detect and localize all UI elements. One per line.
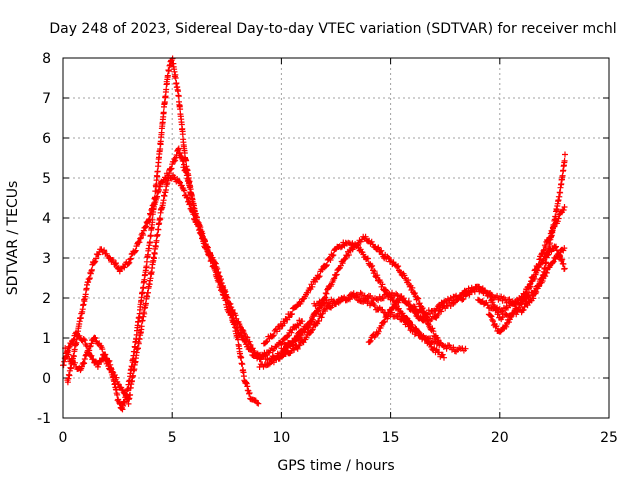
series-track-5 [260, 239, 447, 361]
x-axis-label: GPS time / hours [277, 458, 394, 474]
y-tick-label: 0 [42, 371, 51, 387]
y-tick-label: 4 [42, 211, 51, 227]
grid-lines [63, 58, 609, 418]
data-point-markers [485, 204, 568, 335]
y-tick-label: 5 [42, 171, 51, 187]
y-tick-label: 3 [42, 251, 51, 267]
y-axis-label: SDTVAR / TECUs [5, 181, 21, 296]
series-track-10 [485, 204, 568, 335]
chart-title: Day 248 of 2023, Sidereal Day-to-day VTE… [49, 21, 616, 37]
data-point-markers [62, 145, 306, 407]
y-tick-label: -1 [37, 411, 51, 427]
x-tick-label: 20 [491, 430, 509, 446]
x-tick-label: 25 [600, 430, 618, 446]
axis-ticks: -1 0 1 2 3 4 5 6 7 8 0 5 10 15 20 25 [37, 51, 618, 446]
x-tick-label: 0 [59, 430, 68, 446]
y-tick-label: 6 [42, 131, 51, 147]
plot-frame [62, 57, 610, 419]
y-tick-label: 2 [42, 291, 51, 307]
y-tick-label: 8 [42, 51, 51, 67]
data-point-markers [260, 239, 447, 361]
x-tick-label: 15 [382, 430, 400, 446]
x-tick-label: 5 [168, 430, 177, 446]
y-tick-label: 1 [42, 331, 51, 347]
y-tick-label: 7 [42, 91, 51, 107]
data-points [60, 55, 568, 413]
data-point-markers [60, 55, 262, 413]
series-track-2 [62, 145, 306, 407]
x-tick-label: 10 [272, 430, 290, 446]
series-track-1 [60, 55, 262, 413]
